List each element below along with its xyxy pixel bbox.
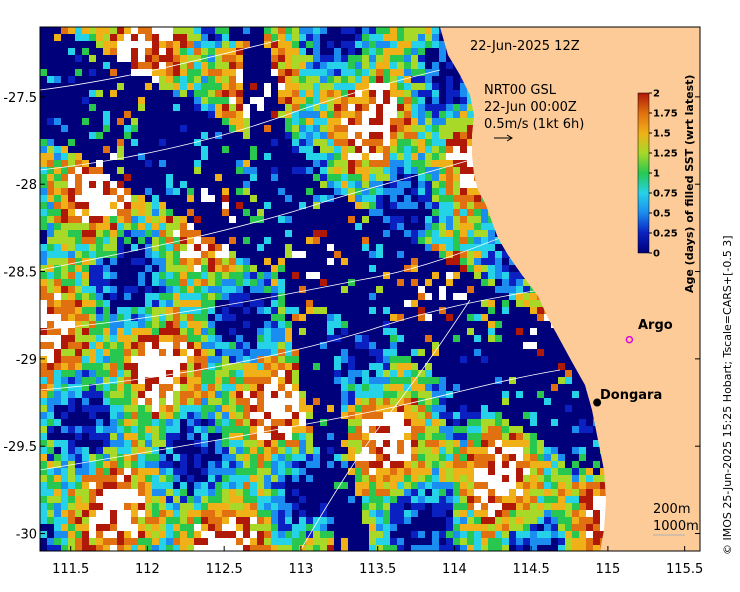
isotherm-contour bbox=[299, 299, 471, 551]
colorbar-title: Age (days) of filled SST (wrt latest) bbox=[683, 75, 696, 293]
isobath-label-1000m: 1000m bbox=[653, 519, 699, 534]
colorbar-tick-label: 1.25 bbox=[653, 149, 678, 160]
colorbar-tick-label: 0.5 bbox=[653, 209, 671, 220]
colorbar-tick-label: 1 bbox=[653, 169, 660, 180]
isotherm-contour bbox=[40, 159, 471, 271]
product-time: 22-Jun 00:00Z bbox=[484, 100, 577, 115]
colorbar: 0 0.25 0.5 0.75 1 1.25 1.5 1.75 2 Age (days) of … bbox=[637, 75, 696, 293]
vector-scale-label: 0.5m/s (1kt 6h) bbox=[484, 117, 584, 132]
argo-marker bbox=[625, 335, 634, 344]
y-tick-label: -30 bbox=[16, 528, 37, 543]
isotherm-contour bbox=[40, 69, 441, 171]
x-tick-label: 111.5 bbox=[52, 562, 89, 577]
y-tick-label: -29.5 bbox=[3, 440, 37, 455]
product-label: NRT00 GSL bbox=[484, 83, 557, 98]
colorbar-tick-label: 0.25 bbox=[653, 229, 678, 240]
y-tick-label: -28.5 bbox=[3, 266, 37, 281]
isobath-label-200m: 200m bbox=[653, 502, 690, 517]
isotherm-contour bbox=[40, 229, 521, 331]
dongara-label: Dongara bbox=[600, 388, 662, 403]
x-tick-label: 112 bbox=[135, 562, 160, 577]
colorbar-ticks: 0 0.25 0.5 0.75 1 1.25 1.5 1.75 2 bbox=[649, 89, 678, 260]
y-tick-label: -27.5 bbox=[3, 91, 37, 106]
credit-text: © IMOS 25-Jun-2025 15:25 Hobart; Tscale=… bbox=[721, 235, 734, 555]
isotherm-contours bbox=[40, 39, 561, 551]
x-tick-label: 112.5 bbox=[206, 562, 243, 577]
x-tick-label: 113 bbox=[289, 562, 314, 577]
map-title: 22-Jun-2025 12Z bbox=[470, 39, 580, 54]
colorbar-tick-label: 1.5 bbox=[653, 129, 671, 140]
isotherm-contour bbox=[40, 39, 281, 91]
vector-scale-arrow bbox=[494, 134, 513, 142]
colorbar-tick-label: 2 bbox=[653, 89, 660, 100]
colorbar-tick-label: 0.75 bbox=[653, 189, 678, 200]
x-tick-label: 113.5 bbox=[359, 562, 396, 577]
argo-label: Argo bbox=[638, 318, 673, 333]
y-axis: -27.5 -28 -28.5 -29 -29.5 -30 bbox=[3, 91, 700, 543]
dongara-marker bbox=[593, 398, 602, 407]
x-tick-label: 115.5 bbox=[666, 562, 703, 577]
colorbar-ramp bbox=[637, 92, 650, 254]
colorbar-tick-label: 1.75 bbox=[653, 109, 678, 120]
x-tick-label: 115 bbox=[595, 562, 620, 577]
x-tick-label: 114.5 bbox=[513, 562, 550, 577]
isotherm-contour bbox=[40, 289, 541, 391]
y-tick-label: -28 bbox=[16, 178, 37, 193]
isotherm-contour bbox=[40, 369, 561, 471]
plot-frame bbox=[39, 26, 701, 552]
land-mass bbox=[440, 27, 700, 551]
map-plot-area bbox=[40, 27, 700, 551]
x-axis: 111.5 112 112.5 113 113.5 114 114.5 115 115.5 bbox=[52, 546, 703, 577]
x-tick-label: 114 bbox=[442, 562, 467, 577]
colorbar-tick-label: 0 bbox=[653, 249, 660, 260]
y-tick-label: -29 bbox=[16, 353, 37, 368]
